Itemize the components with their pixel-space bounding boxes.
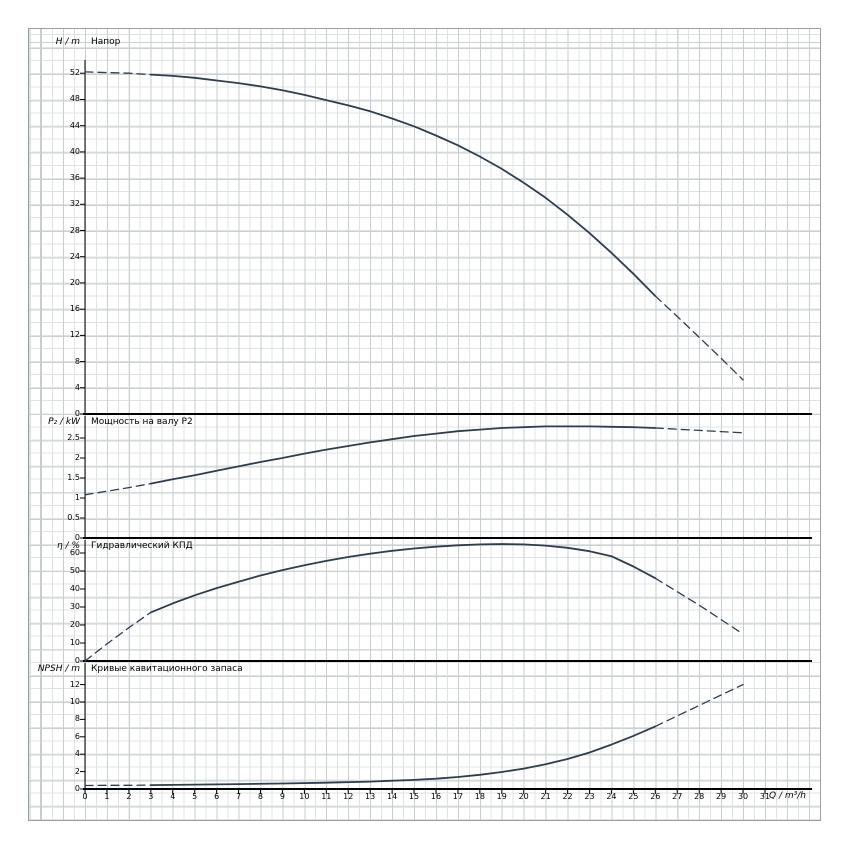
y-tick-label: 0.5 — [67, 513, 80, 522]
efficiency-plot-title: Гидравлический КПД — [91, 541, 193, 551]
curve-segment-dashed — [654, 427, 744, 434]
x-tick-label: 7 — [235, 792, 242, 801]
x-tick-label: 25 — [628, 792, 639, 801]
x-tick-label: 19 — [496, 792, 507, 801]
x-tick-label: 20 — [518, 792, 529, 801]
y-tick-label: 2 — [74, 766, 80, 776]
y-tick-label: 32 — [69, 199, 80, 209]
x-tick-label: 14 — [386, 792, 398, 801]
y-tick-label: 2 — [74, 453, 80, 462]
power-axis-label: P₂ / kW — [48, 417, 80, 427]
x-tick-label: 15 — [408, 792, 420, 801]
x-tick-label: 22 — [562, 792, 573, 801]
y-tick-label: 10 — [69, 638, 80, 647]
curve-segment-solid — [149, 73, 657, 297]
x-tick-label: 10 — [299, 792, 310, 801]
power-plot-title: Мощность на валу P2 — [91, 417, 193, 427]
x-tick-label: 6 — [214, 792, 220, 801]
y-tick-label: 4 — [74, 749, 80, 759]
x-tick-label: 2 — [126, 792, 132, 801]
curve-segment-dashed — [84, 482, 152, 496]
x-tick-label: 3 — [148, 792, 154, 801]
y-tick-label: 0 — [74, 533, 80, 542]
y-tick-label: 48 — [69, 94, 80, 104]
x-tick-label: 27 — [672, 792, 683, 801]
y-tick-label: 0 — [74, 656, 80, 665]
y-tick-label: 36 — [69, 173, 80, 183]
x-tick-label: 11 — [321, 792, 332, 801]
npsh-plot-title: Кривые кавитационного запаса — [91, 664, 243, 674]
y-tick-label: 10 — [69, 697, 80, 706]
x-tick-label: 9 — [279, 792, 285, 801]
y-tick-label: 28 — [69, 225, 80, 235]
head-plot-title: Напор — [91, 37, 121, 47]
y-tick-label: 30 — [69, 602, 80, 611]
efficiency-axis-label: η / % — [56, 541, 80, 551]
y-tick-label: 12 — [69, 679, 80, 689]
npsh-axis-label: NPSH / m — [37, 664, 80, 674]
y-tick-label: 12 — [69, 330, 80, 340]
x-tick-label: 21 — [540, 792, 551, 801]
y-tick-label: 0 — [74, 784, 80, 793]
y-tick-label: 60 — [69, 548, 80, 557]
curve-segment-dashed — [654, 577, 744, 635]
x-tick-label: 16 — [430, 792, 442, 801]
x-tick-label: 1 — [104, 792, 110, 801]
flow-axis-label: Q / m³/h — [769, 791, 806, 801]
x-tick-label: 13 — [365, 792, 376, 801]
y-tick-label: 50 — [69, 566, 80, 575]
y-tick-label: 40 — [69, 146, 80, 156]
curve-segment-dashed — [84, 71, 152, 76]
x-tick-label: 24 — [606, 792, 617, 801]
grid-background — [29, 29, 820, 820]
y-tick-label: 20 — [69, 620, 80, 629]
x-tick-label: 31 — [759, 792, 771, 801]
y-tick-label: 20 — [69, 277, 80, 287]
x-tick-label: 18 — [474, 792, 485, 801]
x-tick-label: 17 — [452, 792, 463, 801]
x-tick-label: 29 — [716, 792, 727, 801]
y-tick-label: 52 — [69, 68, 80, 78]
y-tick-label: 44 — [69, 120, 80, 130]
curve-segment-dashed — [84, 611, 152, 662]
x-tick-label: 30 — [737, 792, 749, 801]
x-tick-label: 12 — [343, 792, 354, 801]
y-tick-label: 0 — [74, 409, 80, 418]
head-axis-label: H / m — [55, 37, 80, 47]
chart-frame — [28, 28, 821, 821]
y-tick-label: 8 — [74, 714, 80, 724]
curve-segment-solid — [149, 425, 657, 485]
x-tick-label: 5 — [192, 792, 198, 801]
curve-segment-solid — [149, 543, 657, 614]
x-tick-label: 4 — [170, 792, 176, 801]
curve-segment-solid — [149, 725, 657, 786]
y-tick-label: 1 — [74, 493, 80, 502]
x-tick-label: 0 — [82, 792, 88, 801]
y-tick-label: 16 — [69, 304, 80, 314]
x-tick-label: 26 — [650, 792, 661, 801]
curve-segment-dashed — [654, 295, 744, 381]
y-tick-label: 8 — [74, 356, 80, 366]
x-tick-label: 8 — [257, 792, 264, 801]
y-tick-label: 40 — [69, 584, 80, 593]
x-tick-label: 23 — [584, 792, 595, 801]
x-tick-label: 28 — [694, 792, 705, 801]
y-tick-label: 4 — [74, 382, 80, 392]
y-tick-label: 6 — [74, 731, 80, 741]
y-tick-label: 2.5 — [67, 433, 80, 442]
curve-segment-dashed — [654, 683, 744, 728]
y-tick-label: 1.5 — [67, 473, 80, 482]
y-tick-label: 24 — [69, 251, 80, 261]
